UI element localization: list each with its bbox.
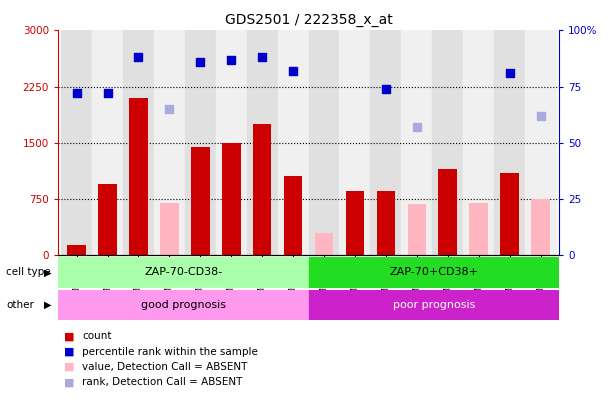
Bar: [531, 199, 550, 255]
Bar: [500, 173, 519, 255]
Text: poor prognosis: poor prognosis: [393, 300, 475, 310]
Text: ▶: ▶: [45, 267, 52, 277]
Bar: [346, 192, 364, 255]
Bar: [494, 30, 525, 255]
Bar: [376, 192, 395, 255]
Text: rank, Detection Call = ABSENT: rank, Detection Call = ABSENT: [82, 377, 243, 387]
Bar: [61, 30, 92, 255]
Bar: [92, 30, 123, 255]
Bar: [463, 30, 494, 255]
Text: ■: ■: [64, 377, 75, 387]
Point: [134, 54, 144, 61]
Point: [257, 54, 267, 61]
Bar: [340, 30, 370, 255]
Text: ▶: ▶: [45, 300, 52, 310]
Text: cell type: cell type: [6, 267, 51, 277]
Bar: [185, 30, 216, 255]
Text: value, Detection Call = ABSENT: value, Detection Call = ABSENT: [82, 362, 248, 372]
Bar: [98, 184, 117, 255]
Bar: [401, 30, 432, 255]
Bar: [222, 143, 241, 255]
Text: good prognosis: good prognosis: [141, 300, 226, 310]
Bar: [67, 245, 86, 255]
Point: [505, 70, 514, 76]
Text: count: count: [82, 331, 112, 341]
Title: GDS2501 / 222358_x_at: GDS2501 / 222358_x_at: [225, 13, 392, 27]
Text: ■: ■: [64, 347, 75, 356]
Bar: [315, 232, 333, 255]
Bar: [129, 98, 148, 255]
Bar: [469, 202, 488, 255]
Bar: [247, 30, 277, 255]
Text: ZAP-70-CD38-: ZAP-70-CD38-: [144, 267, 222, 277]
Point: [412, 124, 422, 130]
Bar: [253, 124, 271, 255]
Bar: [277, 30, 309, 255]
Point: [103, 90, 112, 96]
Point: [536, 113, 546, 119]
Text: percentile rank within the sample: percentile rank within the sample: [82, 347, 258, 356]
Text: other: other: [6, 300, 34, 310]
Bar: [160, 202, 178, 255]
Bar: [408, 204, 426, 255]
Text: ZAP-70+CD38+: ZAP-70+CD38+: [389, 267, 478, 277]
Bar: [191, 147, 210, 255]
Bar: [216, 30, 247, 255]
Bar: [154, 30, 185, 255]
Bar: [58, 257, 309, 288]
Bar: [123, 30, 154, 255]
Bar: [309, 257, 559, 288]
Text: ■: ■: [64, 331, 75, 341]
Point: [381, 85, 391, 92]
Point: [196, 59, 205, 65]
Bar: [525, 30, 556, 255]
Bar: [58, 290, 309, 320]
Bar: [439, 169, 457, 255]
Bar: [370, 30, 401, 255]
Point: [288, 68, 298, 74]
Point: [71, 90, 81, 96]
Bar: [432, 30, 463, 255]
Text: ■: ■: [64, 362, 75, 372]
Bar: [309, 30, 340, 255]
Bar: [309, 290, 559, 320]
Point: [226, 56, 236, 63]
Point: [164, 106, 174, 112]
Bar: [284, 177, 302, 255]
